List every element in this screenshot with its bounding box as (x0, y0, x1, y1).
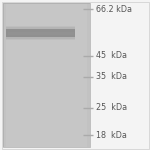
Bar (6, 3, 87, 147)
Text: 66.2 kDa: 66.2 kDa (96, 4, 132, 14)
Bar (3, 3, 90, 147)
Text: 45  kDa: 45 kDa (96, 51, 127, 60)
Bar (6, 29, 75, 37)
Bar (6, 29, 75, 37)
Bar (6, 27, 75, 39)
Bar (6, 26, 75, 40)
Bar (3, 3, 90, 147)
Text: 18  kDa: 18 kDa (96, 130, 127, 140)
Text: 25  kDa: 25 kDa (96, 103, 127, 112)
Text: 35  kDa: 35 kDa (96, 72, 127, 81)
Bar (8, 32, 74, 35)
